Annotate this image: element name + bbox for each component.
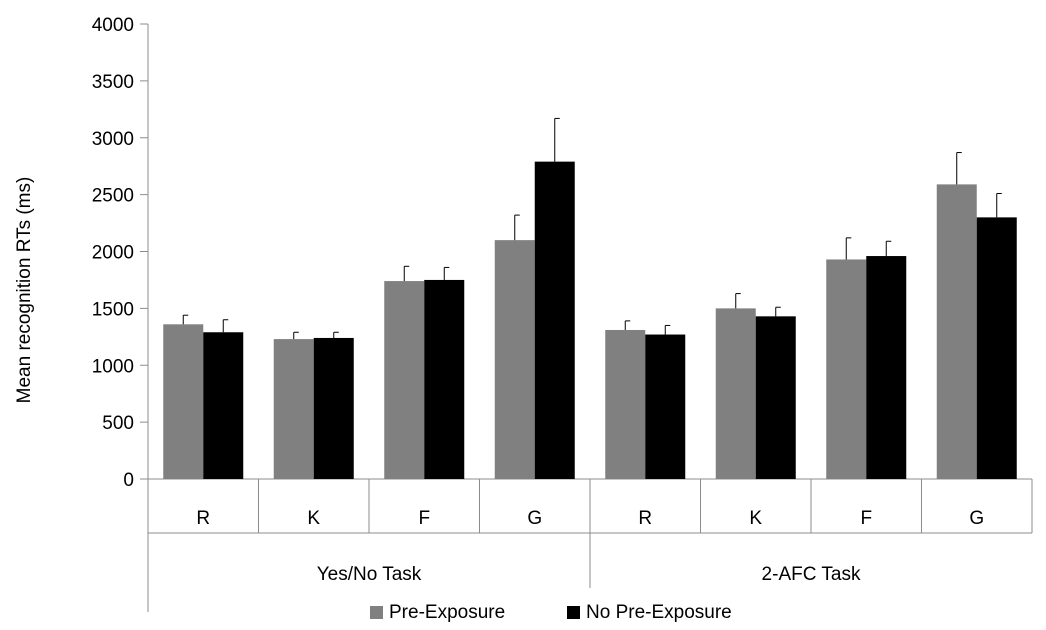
category-label: G bbox=[969, 508, 984, 529]
error-bars bbox=[182, 117, 1002, 340]
bar bbox=[826, 259, 867, 479]
y-axis-ticks: 0 500 1000 1500 2000 2500 3000 3500 4000 bbox=[92, 15, 148, 491]
legend-label: Pre-Exposure bbox=[389, 602, 505, 623]
legend-swatch bbox=[370, 606, 383, 619]
category-label: R bbox=[196, 508, 210, 529]
bar bbox=[715, 308, 756, 479]
bar bbox=[424, 279, 465, 479]
legend: Pre-Exposure No Pre-Exposure bbox=[370, 602, 732, 623]
y-tick-label: 3000 bbox=[92, 129, 134, 150]
y-tick-label: 0 bbox=[123, 470, 134, 491]
group-label: Yes/No Task bbox=[317, 564, 422, 585]
y-tick-label: 2000 bbox=[92, 243, 134, 264]
bar bbox=[163, 324, 204, 479]
bar bbox=[866, 256, 907, 479]
bar bbox=[936, 184, 977, 479]
y-tick-label: 1000 bbox=[92, 356, 134, 377]
y-tick-label: 500 bbox=[102, 413, 134, 434]
bar bbox=[605, 329, 646, 479]
category-label: K bbox=[749, 508, 762, 529]
bar bbox=[534, 161, 575, 479]
y-tick-label: 1500 bbox=[92, 299, 134, 320]
bar bbox=[313, 337, 354, 479]
bar bbox=[755, 316, 796, 479]
group-label: 2-AFC Task bbox=[762, 564, 861, 585]
bar bbox=[645, 334, 686, 479]
legend-swatch bbox=[567, 606, 580, 619]
bar bbox=[273, 339, 314, 479]
category-label: F bbox=[418, 508, 430, 529]
y-tick-label: 4000 bbox=[92, 15, 134, 36]
y-tick-label: 2500 bbox=[92, 186, 134, 207]
bars bbox=[163, 161, 1017, 479]
y-tick-label: 3500 bbox=[92, 72, 134, 93]
category-label: G bbox=[527, 508, 542, 529]
y-axis-title: Mean recognition RTs (ms) bbox=[14, 177, 35, 404]
category-label: K bbox=[307, 508, 320, 529]
legend-label: No Pre-Exposure bbox=[586, 602, 732, 623]
bar bbox=[494, 240, 535, 479]
x-axis-labels: R K F G R K F G Yes/No Task 2-AFC Task bbox=[196, 508, 984, 585]
category-label: R bbox=[638, 508, 652, 529]
bar bbox=[384, 281, 425, 479]
bar bbox=[203, 332, 244, 479]
bar bbox=[976, 217, 1017, 479]
category-label: F bbox=[860, 508, 872, 529]
